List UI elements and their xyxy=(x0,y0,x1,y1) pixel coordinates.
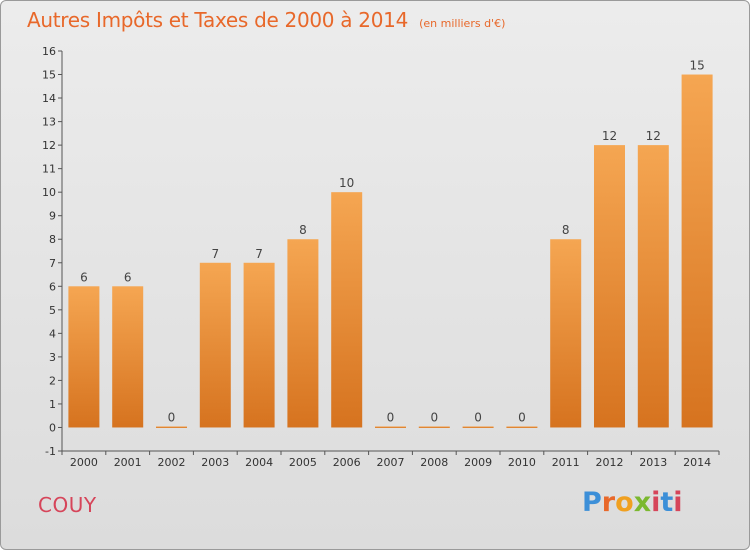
data-label: 0 xyxy=(474,410,482,424)
bar xyxy=(375,426,406,428)
bar xyxy=(68,286,100,428)
y-tick-label: 1 xyxy=(49,398,56,411)
bar xyxy=(156,426,187,428)
bar xyxy=(199,262,231,428)
chart-unit: (en milliers d'€) xyxy=(419,17,506,30)
data-label: 0 xyxy=(518,410,526,424)
data-label: 6 xyxy=(124,270,132,284)
x-tick-label: 2012 xyxy=(596,456,624,469)
commune-name: COUY xyxy=(38,493,97,517)
data-label: 10 xyxy=(339,176,354,190)
data-label: 7 xyxy=(211,247,219,261)
y-tick-label: 5 xyxy=(49,304,56,317)
data-label: 7 xyxy=(255,247,263,261)
bar xyxy=(243,262,275,428)
x-tick-label: 2003 xyxy=(201,456,229,469)
data-label: 8 xyxy=(562,223,570,237)
x-tick-label: 2001 xyxy=(114,456,142,469)
bar xyxy=(418,426,450,428)
data-label: 12 xyxy=(602,129,617,143)
x-tick-label: 2010 xyxy=(508,456,536,469)
y-tick-label: 15 xyxy=(42,69,56,82)
bar xyxy=(331,192,363,428)
x-tick-label: 2011 xyxy=(552,456,580,469)
x-tick-label: 2009 xyxy=(464,456,492,469)
bar xyxy=(287,239,319,428)
y-tick-label: 16 xyxy=(42,45,56,58)
y-tick-label: 12 xyxy=(42,139,56,152)
x-tick-label: 2004 xyxy=(245,456,273,469)
title-row: Autres Impôts et Taxes de 2000 à 2014 (e… xyxy=(27,8,505,32)
data-label: 12 xyxy=(646,129,661,143)
chart-title: Autres Impôts et Taxes de 2000 à 2014 xyxy=(27,8,408,32)
bar xyxy=(506,426,538,428)
x-tick-label: 2002 xyxy=(158,456,186,469)
x-tick-label: 2005 xyxy=(289,456,317,469)
y-tick-label: 0 xyxy=(49,421,56,434)
data-label: 0 xyxy=(168,410,176,424)
bar xyxy=(112,286,144,428)
y-tick-label: -1 xyxy=(45,445,56,458)
bar xyxy=(594,145,625,428)
bar xyxy=(462,426,494,428)
y-tick-label: 11 xyxy=(42,163,56,176)
x-tick-label: 2007 xyxy=(377,456,405,469)
x-tick-label: 2000 xyxy=(70,456,98,469)
data-label: 8 xyxy=(299,223,307,237)
y-tick-label: 3 xyxy=(49,351,56,364)
x-tick-label: 2014 xyxy=(683,456,711,469)
y-tick-label: 10 xyxy=(42,186,56,199)
x-tick-label: 2006 xyxy=(333,456,361,469)
y-tick-label: 6 xyxy=(49,280,56,293)
data-label: 0 xyxy=(387,410,395,424)
proxiti-logo: Proxiti xyxy=(582,487,683,518)
data-label: 6 xyxy=(80,270,88,284)
bar xyxy=(681,74,713,428)
y-tick-label: 7 xyxy=(49,257,56,270)
data-label: 0 xyxy=(430,410,438,424)
bar xyxy=(550,239,582,428)
data-label: 15 xyxy=(689,59,704,73)
chart-labels: 6 6 0 7 7 8 10 0 0 0 0 8 12 12 15 xyxy=(80,59,705,425)
y-tick-label: 14 xyxy=(42,92,56,105)
y-tick-label: 9 xyxy=(49,210,56,223)
y-tick-label: 4 xyxy=(49,327,56,340)
y-tick-label: 13 xyxy=(42,116,56,129)
chart-bars xyxy=(68,74,713,428)
y-tick-label: 8 xyxy=(49,233,56,246)
x-tick-label: 2008 xyxy=(420,456,448,469)
bar xyxy=(637,145,669,428)
y-tick-label: 2 xyxy=(49,374,56,387)
x-tick-label: 2013 xyxy=(639,456,667,469)
